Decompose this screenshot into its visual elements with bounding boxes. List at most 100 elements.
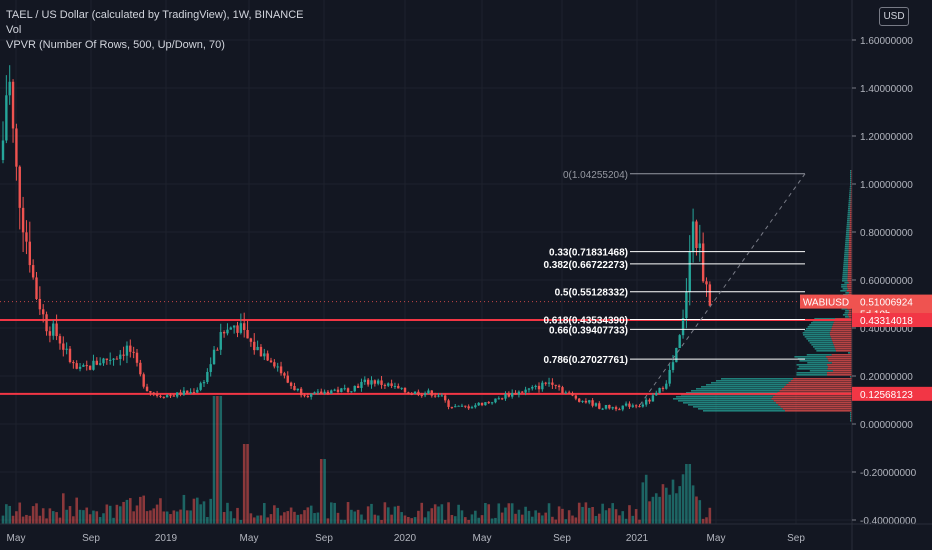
vpvr-row-up [798,366,829,368]
volume-bar [557,506,561,524]
candle-body [256,346,259,351]
candle-body [460,405,464,407]
time-axis: May Sep 2019 May Sep 2020 May Sep 2021 May Sep [0,523,932,544]
candle-body [578,398,581,402]
candle-body [189,391,192,394]
volume-bar [671,479,675,524]
vpvr-row-up [847,210,851,212]
candle-body [628,403,631,407]
candle-body [651,395,655,402]
volume-bar [641,482,645,524]
vpvr-row-down [771,398,852,400]
x-tick-label: May [240,533,259,544]
candle-body [467,406,470,409]
candle-body [226,329,229,334]
vpvr-row-up [808,340,833,342]
candle-body [293,385,296,391]
currency-button[interactable]: USD [879,7,909,26]
candle-body [283,373,286,376]
candle-body [192,391,196,393]
candle-body [135,352,139,363]
candle-body [132,351,135,353]
candle-body [383,384,387,386]
vpvr-row-up [850,412,852,414]
candle-body [219,332,222,350]
volume-bar [427,511,430,524]
vpvr-row-down [850,208,852,210]
vpvr-row-down [848,248,852,250]
symbol-title[interactable]: TAEL / US Dollar (calculated by TradingV… [6,9,304,21]
vpvr-row-down [849,218,852,220]
vpvr-row-down [847,270,852,272]
candle-body [413,391,417,395]
vpvr-row-down [846,290,852,292]
candle-body [658,387,661,393]
volume-bar [648,501,651,524]
x-tick-label: May [7,533,26,544]
volume-bar [668,494,671,524]
volume-bar [172,510,176,524]
vpvr-row-down [829,334,852,336]
volume-bar [313,513,316,524]
candle-body [343,388,346,390]
candle-body [353,385,356,392]
volume-bar [279,515,283,524]
vpvr-row-down [781,388,852,390]
volume-indicator-label[interactable]: Vol [6,24,22,36]
candle-body [444,395,447,401]
volume-bar [159,498,162,524]
vpvr-row-down [848,242,852,244]
volume-bar [356,509,360,524]
volume-bar [440,504,444,524]
vpvr-row-up [706,384,787,386]
vpvr-row-down [848,254,852,256]
vpvr-row-up [850,172,852,174]
volume-bar [45,518,48,524]
volume-bar [490,518,494,524]
candle-body [239,323,243,333]
volume-bar [537,512,541,524]
volume-bar [25,514,28,524]
vpvr-row-up [847,220,850,222]
vpvr-row-down [827,374,852,376]
volume-bar [685,464,688,524]
vpvr-row-up [804,330,831,332]
vpvr-row-down [850,194,852,196]
candle-body [671,362,675,370]
x-tick-label: 2021 [626,533,649,544]
vpvr-row-down [786,384,852,386]
volume-bar [222,512,226,524]
candle-body [517,391,521,395]
vpvr-row-up [850,180,852,182]
volume-bar [340,519,343,524]
candle-body [594,403,598,406]
candle-body [330,390,333,394]
volume-bar [303,510,306,524]
volume-bar [129,498,132,524]
volume-bar [541,515,544,524]
candle-body [313,392,316,394]
volume-bar [249,513,253,524]
candle-body [336,389,340,392]
vpvr-row-down [847,268,852,270]
candle-body [591,400,594,406]
vpvr-indicator-label[interactable]: VPVR (Number Of Rows, 500, Up/Down, 70) [6,39,225,51]
vpvr-row-up [845,244,849,246]
volume-bar [644,474,648,524]
candle-body [303,395,306,397]
candle-body [634,405,638,407]
vpvr-row-down [784,386,852,388]
candle-body [62,343,65,350]
volume-bar [139,496,142,524]
candle-body [202,382,206,384]
vpvr-row-down [834,346,852,348]
vpvr-row-up [676,396,773,398]
candle-body [363,379,366,382]
vpvr-row-down [847,276,852,278]
vpvr-row-up [849,196,851,198]
volume-bar [229,511,233,524]
y-tick-label: 1.60000000 [860,36,913,47]
volume-bar [55,512,58,524]
vpvr-row-down [848,244,852,246]
